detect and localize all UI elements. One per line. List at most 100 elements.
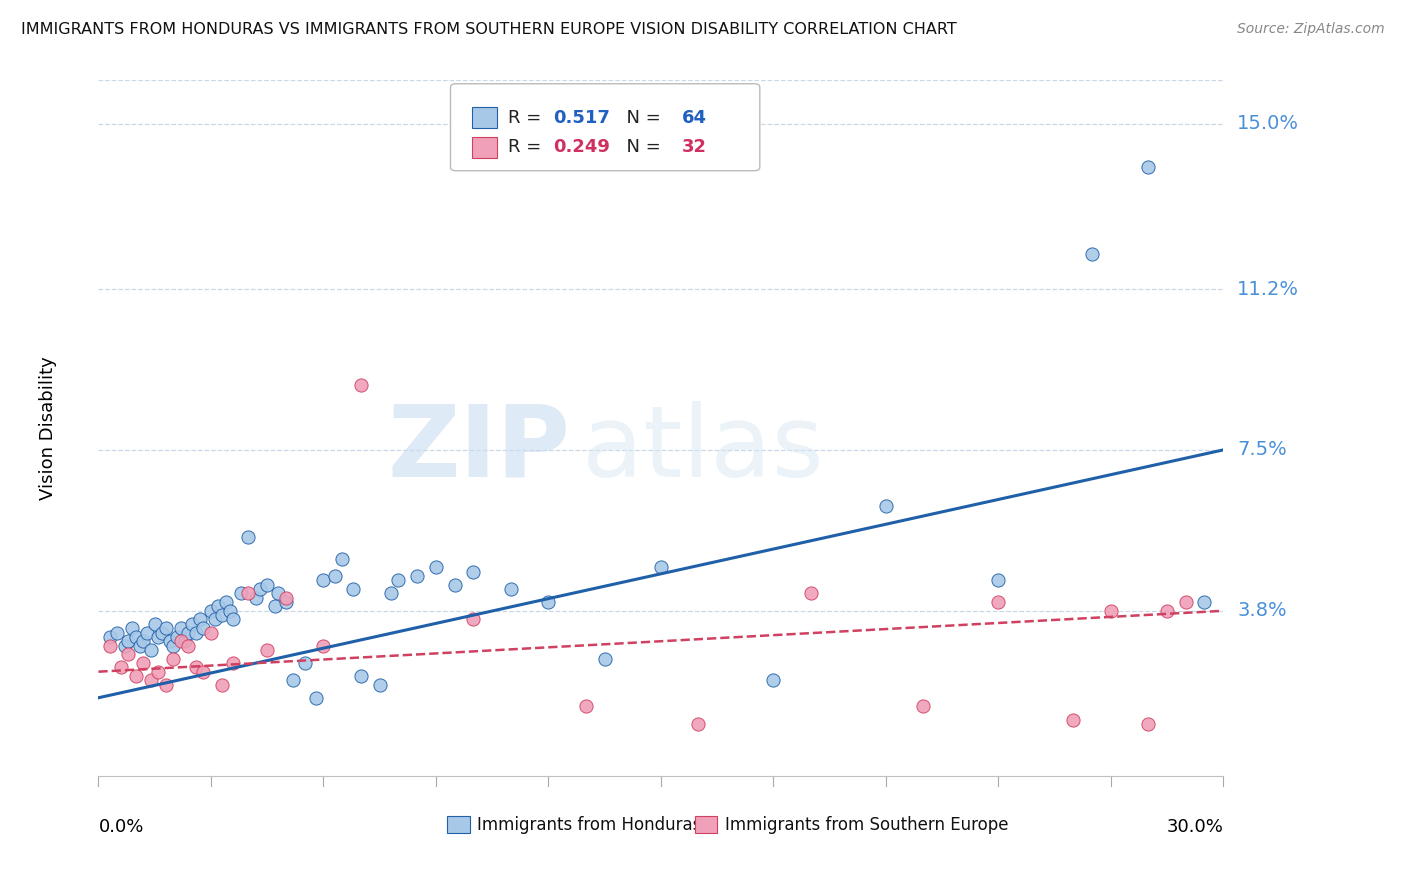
Point: [155, 621, 177, 635]
Point: [380, 586, 402, 600]
Point: [342, 582, 364, 596]
Text: R =: R =: [508, 138, 547, 156]
Text: ZIP: ZIP: [388, 401, 571, 498]
Point: [139, 643, 162, 657]
Text: 11.2%: 11.2%: [1237, 279, 1299, 299]
Point: [177, 625, 200, 640]
Point: [132, 656, 155, 670]
Point: [117, 648, 139, 662]
Point: [166, 630, 188, 644]
Text: Immigrants from Honduras: Immigrants from Honduras: [478, 816, 702, 834]
Point: [330, 551, 353, 566]
Point: [688, 717, 710, 731]
Point: [283, 673, 305, 688]
Point: [1194, 595, 1216, 609]
Point: [211, 678, 233, 692]
Point: [294, 656, 316, 670]
Point: [1156, 604, 1178, 618]
Point: [1099, 604, 1122, 618]
Text: atlas: atlas: [582, 401, 824, 498]
Point: [173, 634, 195, 648]
Point: [350, 669, 373, 683]
Point: [125, 630, 148, 644]
Point: [274, 595, 297, 609]
FancyBboxPatch shape: [472, 107, 496, 128]
Point: [800, 586, 823, 600]
Point: [170, 621, 193, 635]
Point: [143, 616, 166, 631]
Point: [912, 699, 935, 714]
Point: [162, 651, 184, 665]
Point: [148, 630, 170, 644]
Point: [193, 665, 215, 679]
Point: [222, 613, 245, 627]
Point: [184, 660, 207, 674]
Point: [117, 634, 139, 648]
Point: [207, 599, 229, 614]
Text: 0.249: 0.249: [553, 138, 610, 156]
Point: [463, 565, 485, 579]
Point: [245, 591, 267, 605]
Point: [200, 625, 222, 640]
Point: [256, 578, 278, 592]
Point: [193, 621, 215, 635]
Point: [177, 639, 200, 653]
Point: [110, 660, 132, 674]
Text: 32: 32: [682, 138, 707, 156]
Text: 15.0%: 15.0%: [1237, 114, 1299, 133]
Point: [1062, 713, 1084, 727]
Point: [1137, 160, 1160, 174]
Point: [229, 586, 252, 600]
Point: [121, 621, 143, 635]
Point: [1081, 247, 1104, 261]
Point: [114, 639, 136, 653]
Text: 0.0%: 0.0%: [98, 818, 143, 836]
Point: [350, 377, 373, 392]
Point: [204, 613, 226, 627]
Text: 3.8%: 3.8%: [1237, 601, 1286, 620]
Text: Source: ZipAtlas.com: Source: ZipAtlas.com: [1237, 22, 1385, 37]
Point: [188, 613, 211, 627]
Point: [215, 595, 238, 609]
Text: 30.0%: 30.0%: [1167, 818, 1223, 836]
Point: [256, 643, 278, 657]
Point: [406, 569, 429, 583]
Point: [98, 639, 121, 653]
Point: [593, 651, 616, 665]
Text: N =: N =: [614, 109, 666, 127]
Point: [875, 500, 897, 514]
Point: [443, 578, 465, 592]
Text: Vision Disability: Vision Disability: [39, 356, 56, 500]
Point: [162, 639, 184, 653]
Point: [650, 560, 672, 574]
Point: [263, 599, 285, 614]
Point: [136, 625, 159, 640]
Point: [132, 634, 155, 648]
Text: 64: 64: [682, 109, 707, 127]
Point: [312, 639, 335, 653]
Text: 7.5%: 7.5%: [1237, 441, 1286, 459]
Text: 0.517: 0.517: [553, 109, 610, 127]
Point: [762, 673, 785, 688]
Point: [159, 634, 181, 648]
Point: [155, 678, 177, 692]
Point: [987, 574, 1010, 588]
Point: [274, 591, 297, 605]
Text: N =: N =: [614, 138, 666, 156]
Point: [387, 574, 409, 588]
Point: [211, 608, 233, 623]
Point: [105, 625, 128, 640]
Point: [575, 699, 598, 714]
Point: [305, 690, 328, 705]
FancyBboxPatch shape: [450, 84, 759, 170]
Point: [249, 582, 271, 596]
Point: [139, 673, 162, 688]
Point: [1137, 717, 1160, 731]
Point: [499, 582, 522, 596]
Text: R =: R =: [508, 109, 547, 127]
Point: [125, 669, 148, 683]
Point: [222, 656, 245, 670]
Point: [238, 530, 260, 544]
Point: [181, 616, 204, 631]
Point: [463, 613, 485, 627]
